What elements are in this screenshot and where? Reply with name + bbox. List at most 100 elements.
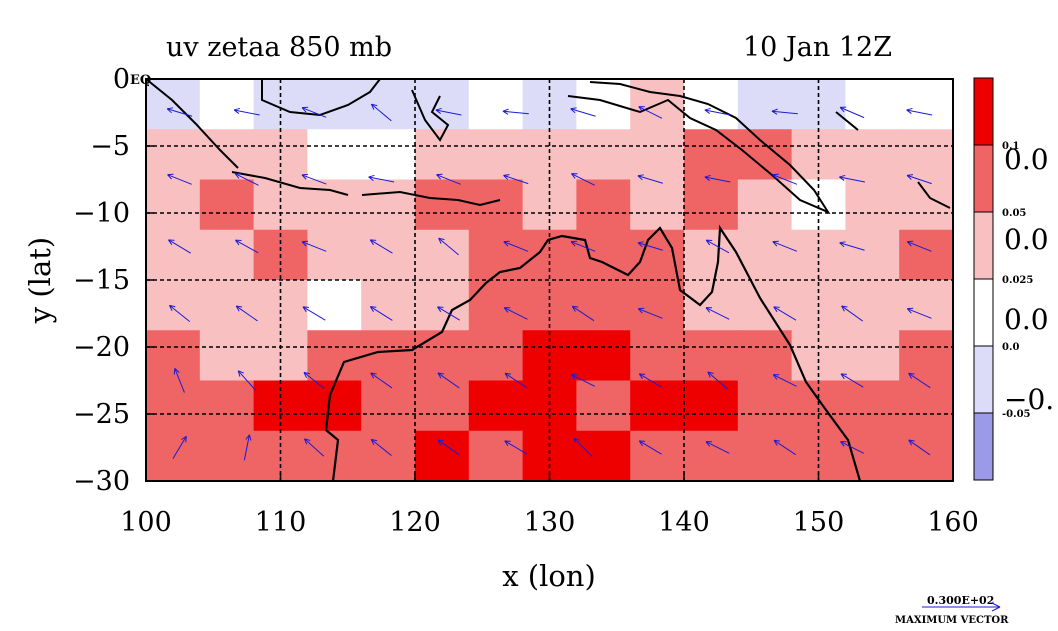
field-cell [737, 129, 793, 181]
field-cell [415, 430, 470, 481]
wind-vector [436, 174, 461, 185]
field-cell [468, 280, 524, 331]
wind-vector [437, 372, 460, 389]
colorbar-box [973, 144, 994, 213]
field-cell [899, 430, 953, 481]
wind-vector [369, 239, 393, 254]
wind-vector-head [435, 107, 442, 114]
coastline-australia [324, 224, 862, 481]
field-cell [468, 380, 524, 432]
field-cell [737, 179, 793, 231]
wind-vector-head [571, 374, 578, 380]
y-tick-label: −5 [90, 131, 130, 162]
lat-lon-grid [146, 79, 953, 481]
wind-vector-head [301, 173, 308, 180]
field-cell [576, 79, 631, 130]
wind-vector-head [504, 440, 511, 447]
wind-vector [773, 306, 797, 321]
x-tick-label: 100 [120, 507, 172, 538]
field-cell [361, 129, 416, 181]
wind-vector [243, 434, 250, 461]
field-cell [415, 330, 470, 382]
wind-vector [705, 307, 730, 320]
wind-vector-head [638, 373, 646, 380]
wind-vector [304, 438, 325, 457]
wind-vector [371, 103, 392, 122]
field-cell [684, 380, 739, 432]
wind-vector [301, 174, 327, 185]
wind-vector-head [233, 107, 241, 114]
equator-label: EQ [130, 73, 151, 88]
wind-vector-head [503, 174, 510, 180]
wind-vector [638, 308, 663, 319]
chart-title: uv zetaa 850 mb [166, 32, 392, 63]
colorbar-label: -0.05 [1002, 409, 1031, 420]
wind-vector [772, 174, 798, 185]
wind-vector [167, 174, 192, 185]
field-cell [684, 179, 739, 231]
y-tick-label: −10 [73, 198, 130, 229]
colorbar-box [973, 412, 994, 481]
wind-vector-head [839, 106, 847, 113]
field-cell [307, 229, 362, 281]
field-cell [468, 430, 524, 481]
colorbar-big-label: −0. [1004, 383, 1054, 416]
field-cell [845, 129, 900, 181]
wind-vector-head [705, 239, 713, 246]
wind-vector-head [707, 371, 714, 378]
max-vector-key: 0.300E+02 MAXIMUM VECTOR [895, 594, 1009, 626]
field-cell [576, 330, 631, 382]
wind-vector-head [637, 241, 644, 248]
wind-vector [235, 173, 259, 186]
wind-vector-head [173, 368, 180, 375]
wind-vector [907, 308, 932, 319]
field-cell [146, 280, 201, 331]
wind-vector-head [169, 304, 176, 312]
wind-vector-head [369, 239, 377, 246]
field-cell [899, 280, 953, 331]
colorbar-big-label: 0.0 [1004, 303, 1049, 336]
wind-vector-head [237, 370, 244, 377]
coastlines [146, 79, 951, 481]
wind-vector [638, 373, 662, 388]
x-tick-label: 120 [389, 507, 441, 538]
wind-vector-head [704, 107, 711, 114]
field-cell [361, 179, 416, 231]
y-tick-label: −25 [73, 399, 130, 430]
field-cell [684, 129, 739, 181]
wind-vector [301, 107, 327, 118]
field-cell [146, 129, 201, 181]
wind-vector [705, 441, 730, 454]
wind-vector-head [571, 305, 579, 312]
wind-vector [235, 239, 259, 254]
y-tick-label: 0 [113, 64, 130, 95]
wind-vector-head [704, 174, 711, 181]
field-cell [899, 79, 953, 130]
y-tick-label: −15 [73, 265, 130, 296]
field-cell [630, 179, 685, 231]
field-cell [307, 79, 362, 130]
wind-vector-head [437, 306, 444, 313]
field-cell [415, 79, 470, 130]
field-cell [576, 280, 631, 331]
wind-vector-head [638, 106, 645, 112]
coastline-solomons [835, 111, 951, 209]
wind-vector-head [841, 305, 848, 312]
wind-vector [172, 436, 187, 459]
field-cell [845, 430, 900, 481]
colorbar-box [973, 77, 994, 146]
x-tick-label: 130 [524, 507, 576, 538]
field-cell [845, 380, 900, 432]
wind-vector [368, 176, 395, 183]
field-cell [684, 430, 739, 481]
wind-vector-head [301, 106, 309, 113]
wind-vector-head [436, 173, 443, 180]
wind-vector [773, 439, 796, 456]
field-cell [307, 280, 362, 331]
field-cell [468, 129, 524, 181]
wind-vector [302, 306, 326, 321]
wind-vector [167, 108, 193, 117]
wind-vector-head [166, 107, 174, 114]
x-tick-label: 150 [793, 507, 845, 538]
wind-vector [637, 242, 663, 251]
